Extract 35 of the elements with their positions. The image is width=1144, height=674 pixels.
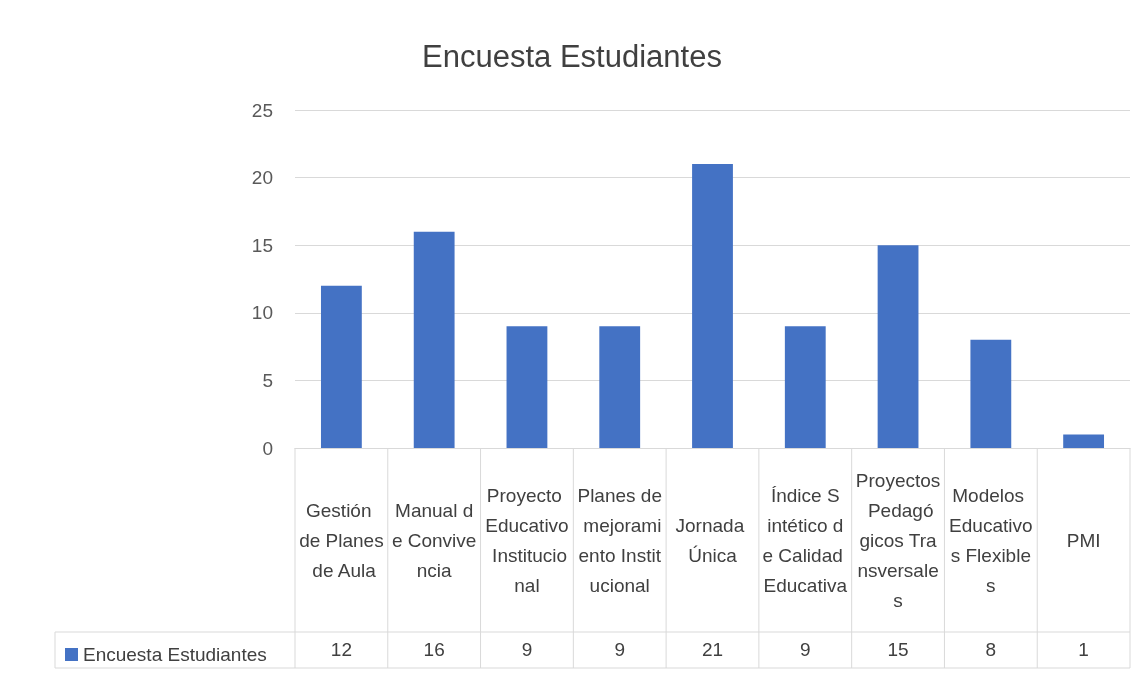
legend-label: Encuesta Estudiantes xyxy=(83,644,267,665)
bar xyxy=(1063,434,1105,448)
x-tick-label: Planes de mejoramiento Institucional xyxy=(577,484,662,596)
bar xyxy=(320,285,362,448)
bar xyxy=(599,326,641,448)
y-tick-label: 25 xyxy=(251,99,273,121)
data-label: 9 xyxy=(520,638,534,662)
x-tick-label: Proyectos Pedagógicos Transversales xyxy=(855,469,941,611)
x-tick-label: PMI xyxy=(1066,529,1101,551)
x-tick-label: Índice Sintético de Calidad Educativa xyxy=(762,484,849,596)
y-tick-label: 20 xyxy=(251,167,273,189)
y-tick-label: 10 xyxy=(251,302,273,324)
x-tick-label: Gestión de Planes de Aula xyxy=(299,499,384,581)
chart-title: Encuesta Estudiantes xyxy=(422,39,722,74)
bar xyxy=(970,339,1012,448)
bar xyxy=(506,326,548,448)
bar xyxy=(784,326,826,448)
bar xyxy=(877,245,919,448)
data-label: 1 xyxy=(1077,638,1090,662)
y-tick-label: 5 xyxy=(262,369,273,391)
x-tick-label: Manual de Convivencia xyxy=(391,499,477,581)
y-tick-label: 0 xyxy=(262,437,273,459)
bar xyxy=(692,164,733,448)
x-tick-label: Modelos Educativos Flexibles xyxy=(949,484,1033,596)
data-label: 12 xyxy=(329,638,353,662)
data-label: 15 xyxy=(886,638,910,662)
bar xyxy=(413,231,455,448)
x-tick-label: Proyecto Educativo Institucional xyxy=(485,484,569,596)
x-tick-label: Jornada Única xyxy=(675,514,750,566)
y-tick-label: 15 xyxy=(251,234,273,256)
data-label: 9 xyxy=(798,638,812,662)
data-label: 16 xyxy=(422,638,446,662)
data-label: 9 xyxy=(613,638,626,662)
data-label: 21 xyxy=(700,638,725,662)
data-label: 8 xyxy=(984,638,998,662)
